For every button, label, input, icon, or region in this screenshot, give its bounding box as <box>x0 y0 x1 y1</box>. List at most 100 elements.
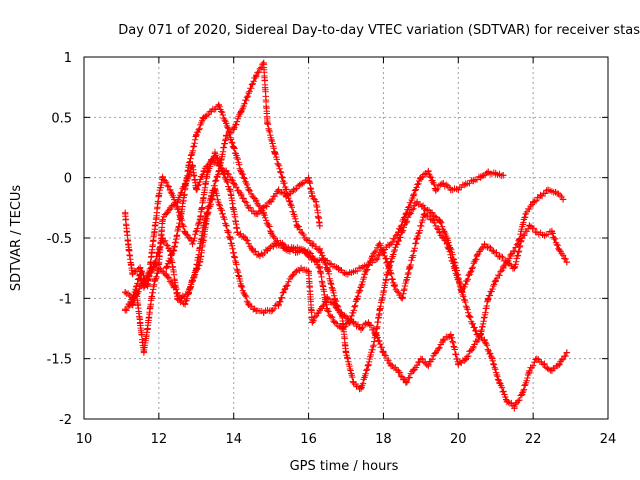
data-point <box>462 355 469 362</box>
data-point <box>406 264 413 272</box>
data-point <box>324 264 331 272</box>
data-point <box>496 379 503 386</box>
data-point <box>286 198 294 205</box>
data-point <box>455 361 462 368</box>
data-point <box>264 246 271 254</box>
data-point <box>121 289 129 296</box>
data-point <box>312 198 320 205</box>
data-point <box>327 261 335 268</box>
data-point <box>458 289 466 296</box>
data-point <box>189 240 196 248</box>
data-point <box>129 271 136 278</box>
data-point <box>339 313 346 320</box>
data-point <box>526 222 533 230</box>
data-point <box>275 301 282 308</box>
data-point <box>413 198 421 205</box>
data-point <box>544 186 552 193</box>
data-point <box>204 210 211 218</box>
data-point <box>305 268 312 275</box>
data-point <box>155 192 163 199</box>
data-point <box>526 367 533 374</box>
data-point <box>189 277 196 284</box>
y-tick-label: -1.5 <box>47 353 72 368</box>
data-point <box>249 246 256 254</box>
data-point <box>421 210 428 218</box>
data-point <box>563 349 571 356</box>
data-point <box>267 228 275 236</box>
data-point <box>492 277 499 284</box>
data-point <box>552 188 559 196</box>
data-point <box>121 307 129 314</box>
data-point <box>559 196 567 203</box>
data-point <box>121 210 129 218</box>
data-point <box>155 264 163 272</box>
data-point <box>238 192 245 199</box>
data-point <box>241 234 249 242</box>
data-point <box>380 349 387 356</box>
y-tick-label: 1 <box>64 51 72 66</box>
data-point <box>395 367 402 374</box>
data-point <box>354 295 361 302</box>
data-point <box>234 228 241 236</box>
data-point <box>421 204 428 212</box>
data-point <box>260 309 267 317</box>
data-point <box>357 325 365 332</box>
data-point <box>260 210 267 218</box>
data-point <box>376 307 383 314</box>
data-point <box>413 234 421 242</box>
x-tick-label: 22 <box>525 432 542 447</box>
data-point <box>466 271 473 278</box>
data-point <box>436 228 443 236</box>
data-point <box>286 246 294 254</box>
data-point <box>275 186 282 193</box>
data-point <box>387 361 395 368</box>
data-point <box>503 258 511 266</box>
data-point <box>196 258 204 266</box>
data-point <box>443 240 451 248</box>
data-point <box>387 240 395 248</box>
data-point <box>309 319 316 326</box>
data-point <box>316 246 323 254</box>
x-tick-label: 16 <box>300 432 317 447</box>
data-point <box>301 234 309 242</box>
data-point <box>271 240 279 248</box>
data-point <box>211 186 219 193</box>
data-point <box>185 162 192 169</box>
data-point <box>245 301 252 308</box>
data-point <box>541 361 548 368</box>
y-tick-label: 0 <box>64 172 72 187</box>
data-point <box>282 283 290 290</box>
data-point <box>537 192 544 199</box>
data-point <box>260 59 267 67</box>
data-point <box>279 240 286 248</box>
data-point <box>297 264 305 272</box>
data-point <box>208 108 215 115</box>
data-point <box>503 397 511 405</box>
data-point <box>350 379 357 386</box>
data-point <box>428 216 436 224</box>
series-track-5 <box>121 148 571 332</box>
data-markers <box>121 59 571 412</box>
data-point <box>226 186 234 193</box>
data-point <box>492 170 499 178</box>
data-point <box>417 355 425 362</box>
data-point <box>529 198 537 205</box>
data-point <box>290 271 297 278</box>
data-point <box>466 313 473 320</box>
data-point <box>267 307 275 314</box>
data-point <box>215 102 222 109</box>
data-point <box>230 180 237 187</box>
data-point <box>369 252 376 260</box>
data-point <box>563 258 571 266</box>
data-point <box>271 150 279 157</box>
data-point <box>129 301 136 308</box>
y-tick-label: -0.5 <box>47 232 72 247</box>
data-point <box>264 120 271 127</box>
data-point <box>140 349 148 356</box>
data-point <box>342 271 350 278</box>
data-point <box>238 283 245 290</box>
data-point <box>174 295 181 302</box>
data-point <box>331 319 338 326</box>
data-point <box>252 210 260 218</box>
data-point <box>511 403 518 411</box>
